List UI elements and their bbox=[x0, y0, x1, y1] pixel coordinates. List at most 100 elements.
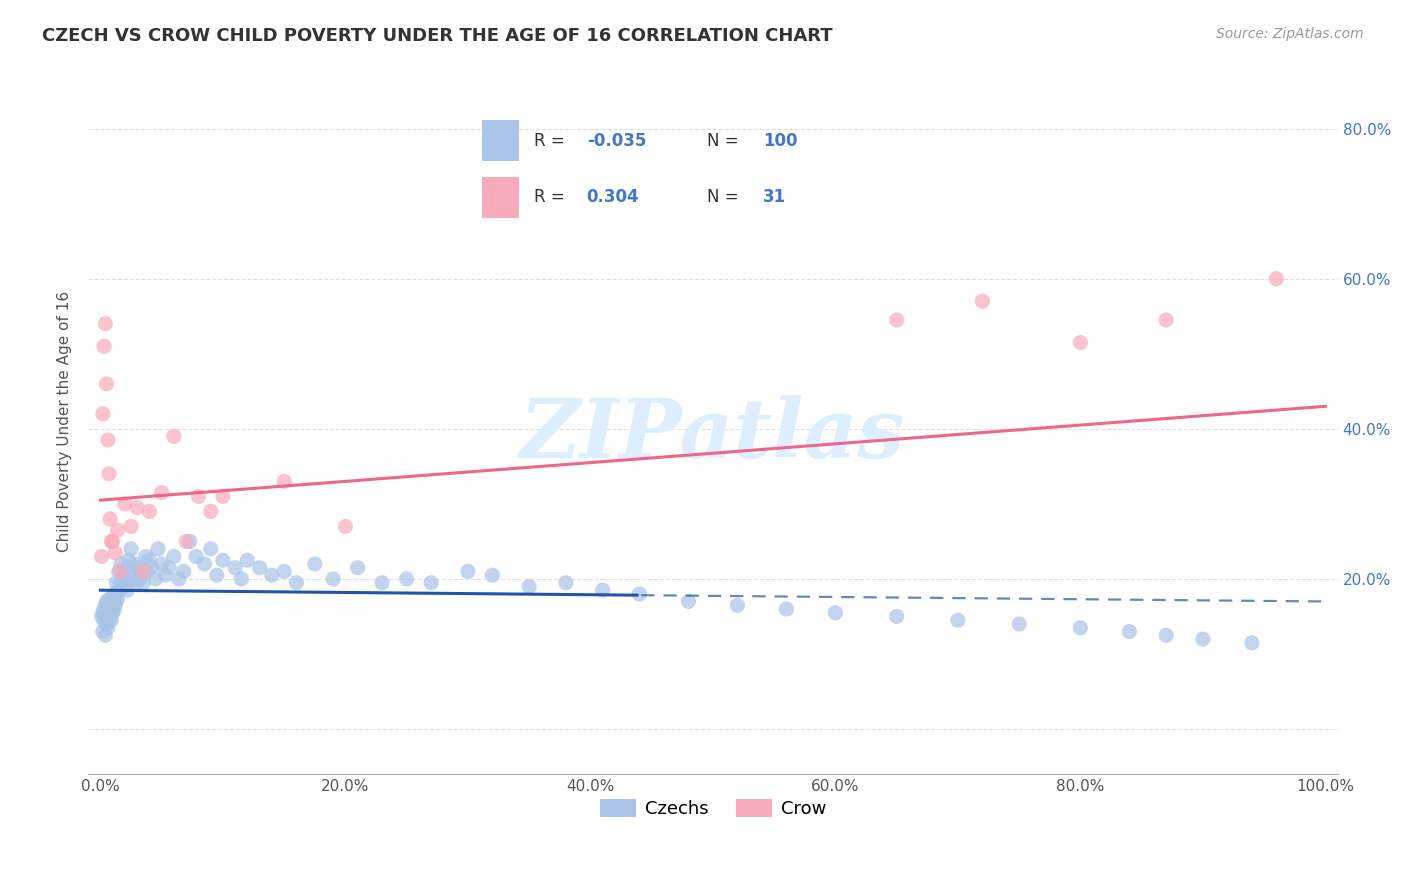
Point bbox=[98, 599, 121, 613]
Point bbox=[98, 603, 121, 617]
Point bbox=[1154, 313, 1177, 327]
Point bbox=[725, 599, 748, 613]
Point bbox=[97, 600, 120, 615]
Point bbox=[104, 587, 127, 601]
Point bbox=[200, 504, 222, 518]
Point bbox=[98, 613, 121, 627]
Point bbox=[100, 602, 122, 616]
Point bbox=[104, 599, 127, 613]
Point bbox=[138, 504, 160, 518]
Point bbox=[93, 339, 115, 353]
Point bbox=[395, 572, 418, 586]
Point bbox=[205, 568, 228, 582]
Point bbox=[125, 572, 148, 586]
Text: ZIPatlas: ZIPatlas bbox=[520, 395, 905, 475]
Point bbox=[628, 587, 651, 601]
Point bbox=[98, 467, 121, 481]
Point bbox=[105, 575, 128, 590]
Point bbox=[98, 593, 121, 607]
Point bbox=[145, 572, 167, 586]
Point bbox=[107, 565, 129, 579]
Point bbox=[129, 568, 152, 582]
Point bbox=[115, 560, 138, 574]
Point bbox=[141, 560, 163, 574]
Point bbox=[249, 560, 271, 574]
Text: CZECH VS CROW CHILD POVERTY UNDER THE AGE OF 16 CORRELATION CHART: CZECH VS CROW CHILD POVERTY UNDER THE AG… bbox=[42, 27, 832, 45]
Point bbox=[946, 613, 969, 627]
Point bbox=[163, 549, 186, 564]
Point bbox=[100, 591, 122, 605]
Point bbox=[132, 565, 155, 579]
Point bbox=[273, 565, 295, 579]
Point bbox=[554, 575, 576, 590]
Point bbox=[972, 294, 994, 309]
Point bbox=[110, 557, 132, 571]
Point bbox=[132, 575, 155, 590]
Point bbox=[98, 609, 121, 624]
Point bbox=[121, 565, 143, 579]
Point bbox=[1069, 335, 1091, 350]
Point bbox=[96, 606, 118, 620]
Point bbox=[187, 489, 209, 503]
Point bbox=[886, 609, 908, 624]
Point bbox=[97, 611, 120, 625]
Point bbox=[96, 376, 118, 391]
Point bbox=[103, 593, 125, 607]
Point bbox=[260, 568, 283, 582]
Point bbox=[173, 565, 195, 579]
Point bbox=[120, 541, 142, 556]
Point bbox=[193, 557, 215, 571]
Point bbox=[371, 575, 394, 590]
Point bbox=[1192, 632, 1215, 646]
Point bbox=[93, 602, 115, 616]
Point bbox=[346, 560, 368, 574]
Point bbox=[517, 579, 540, 593]
Point bbox=[304, 557, 326, 571]
Point bbox=[120, 519, 142, 533]
Point bbox=[124, 557, 146, 571]
Point bbox=[1008, 617, 1031, 632]
Point bbox=[457, 565, 479, 579]
Point bbox=[420, 575, 443, 590]
Point bbox=[1154, 628, 1177, 642]
Point bbox=[1069, 621, 1091, 635]
Point bbox=[112, 579, 135, 593]
Point bbox=[94, 599, 117, 613]
Point bbox=[90, 549, 112, 564]
Point bbox=[101, 596, 124, 610]
Point bbox=[179, 534, 201, 549]
Point bbox=[212, 489, 235, 503]
Point bbox=[322, 572, 344, 586]
Point bbox=[100, 534, 122, 549]
Point bbox=[678, 594, 700, 608]
Point bbox=[128, 572, 150, 586]
Text: Source: ZipAtlas.com: Source: ZipAtlas.com bbox=[1216, 27, 1364, 41]
Point bbox=[98, 512, 121, 526]
Point bbox=[163, 429, 186, 443]
Point bbox=[96, 617, 118, 632]
Y-axis label: Child Poverty Under the Age of 16: Child Poverty Under the Age of 16 bbox=[58, 291, 72, 552]
Point bbox=[146, 541, 169, 556]
Point bbox=[135, 549, 157, 564]
Point bbox=[592, 583, 614, 598]
Point bbox=[138, 553, 160, 567]
Point bbox=[107, 523, 129, 537]
Point bbox=[111, 568, 134, 582]
Point bbox=[104, 546, 127, 560]
Point bbox=[335, 519, 357, 533]
Point bbox=[1118, 624, 1140, 639]
Point bbox=[97, 433, 120, 447]
Point bbox=[101, 534, 124, 549]
Point bbox=[91, 624, 114, 639]
Point bbox=[127, 560, 149, 574]
Point bbox=[94, 609, 117, 624]
Point bbox=[114, 497, 136, 511]
Legend: Czechs, Crow: Czechs, Crow bbox=[592, 791, 834, 825]
Point bbox=[107, 583, 129, 598]
Point bbox=[285, 575, 308, 590]
Point bbox=[212, 553, 235, 567]
Point bbox=[224, 560, 246, 574]
Point bbox=[107, 591, 129, 605]
Point bbox=[94, 628, 117, 642]
Point bbox=[1240, 636, 1263, 650]
